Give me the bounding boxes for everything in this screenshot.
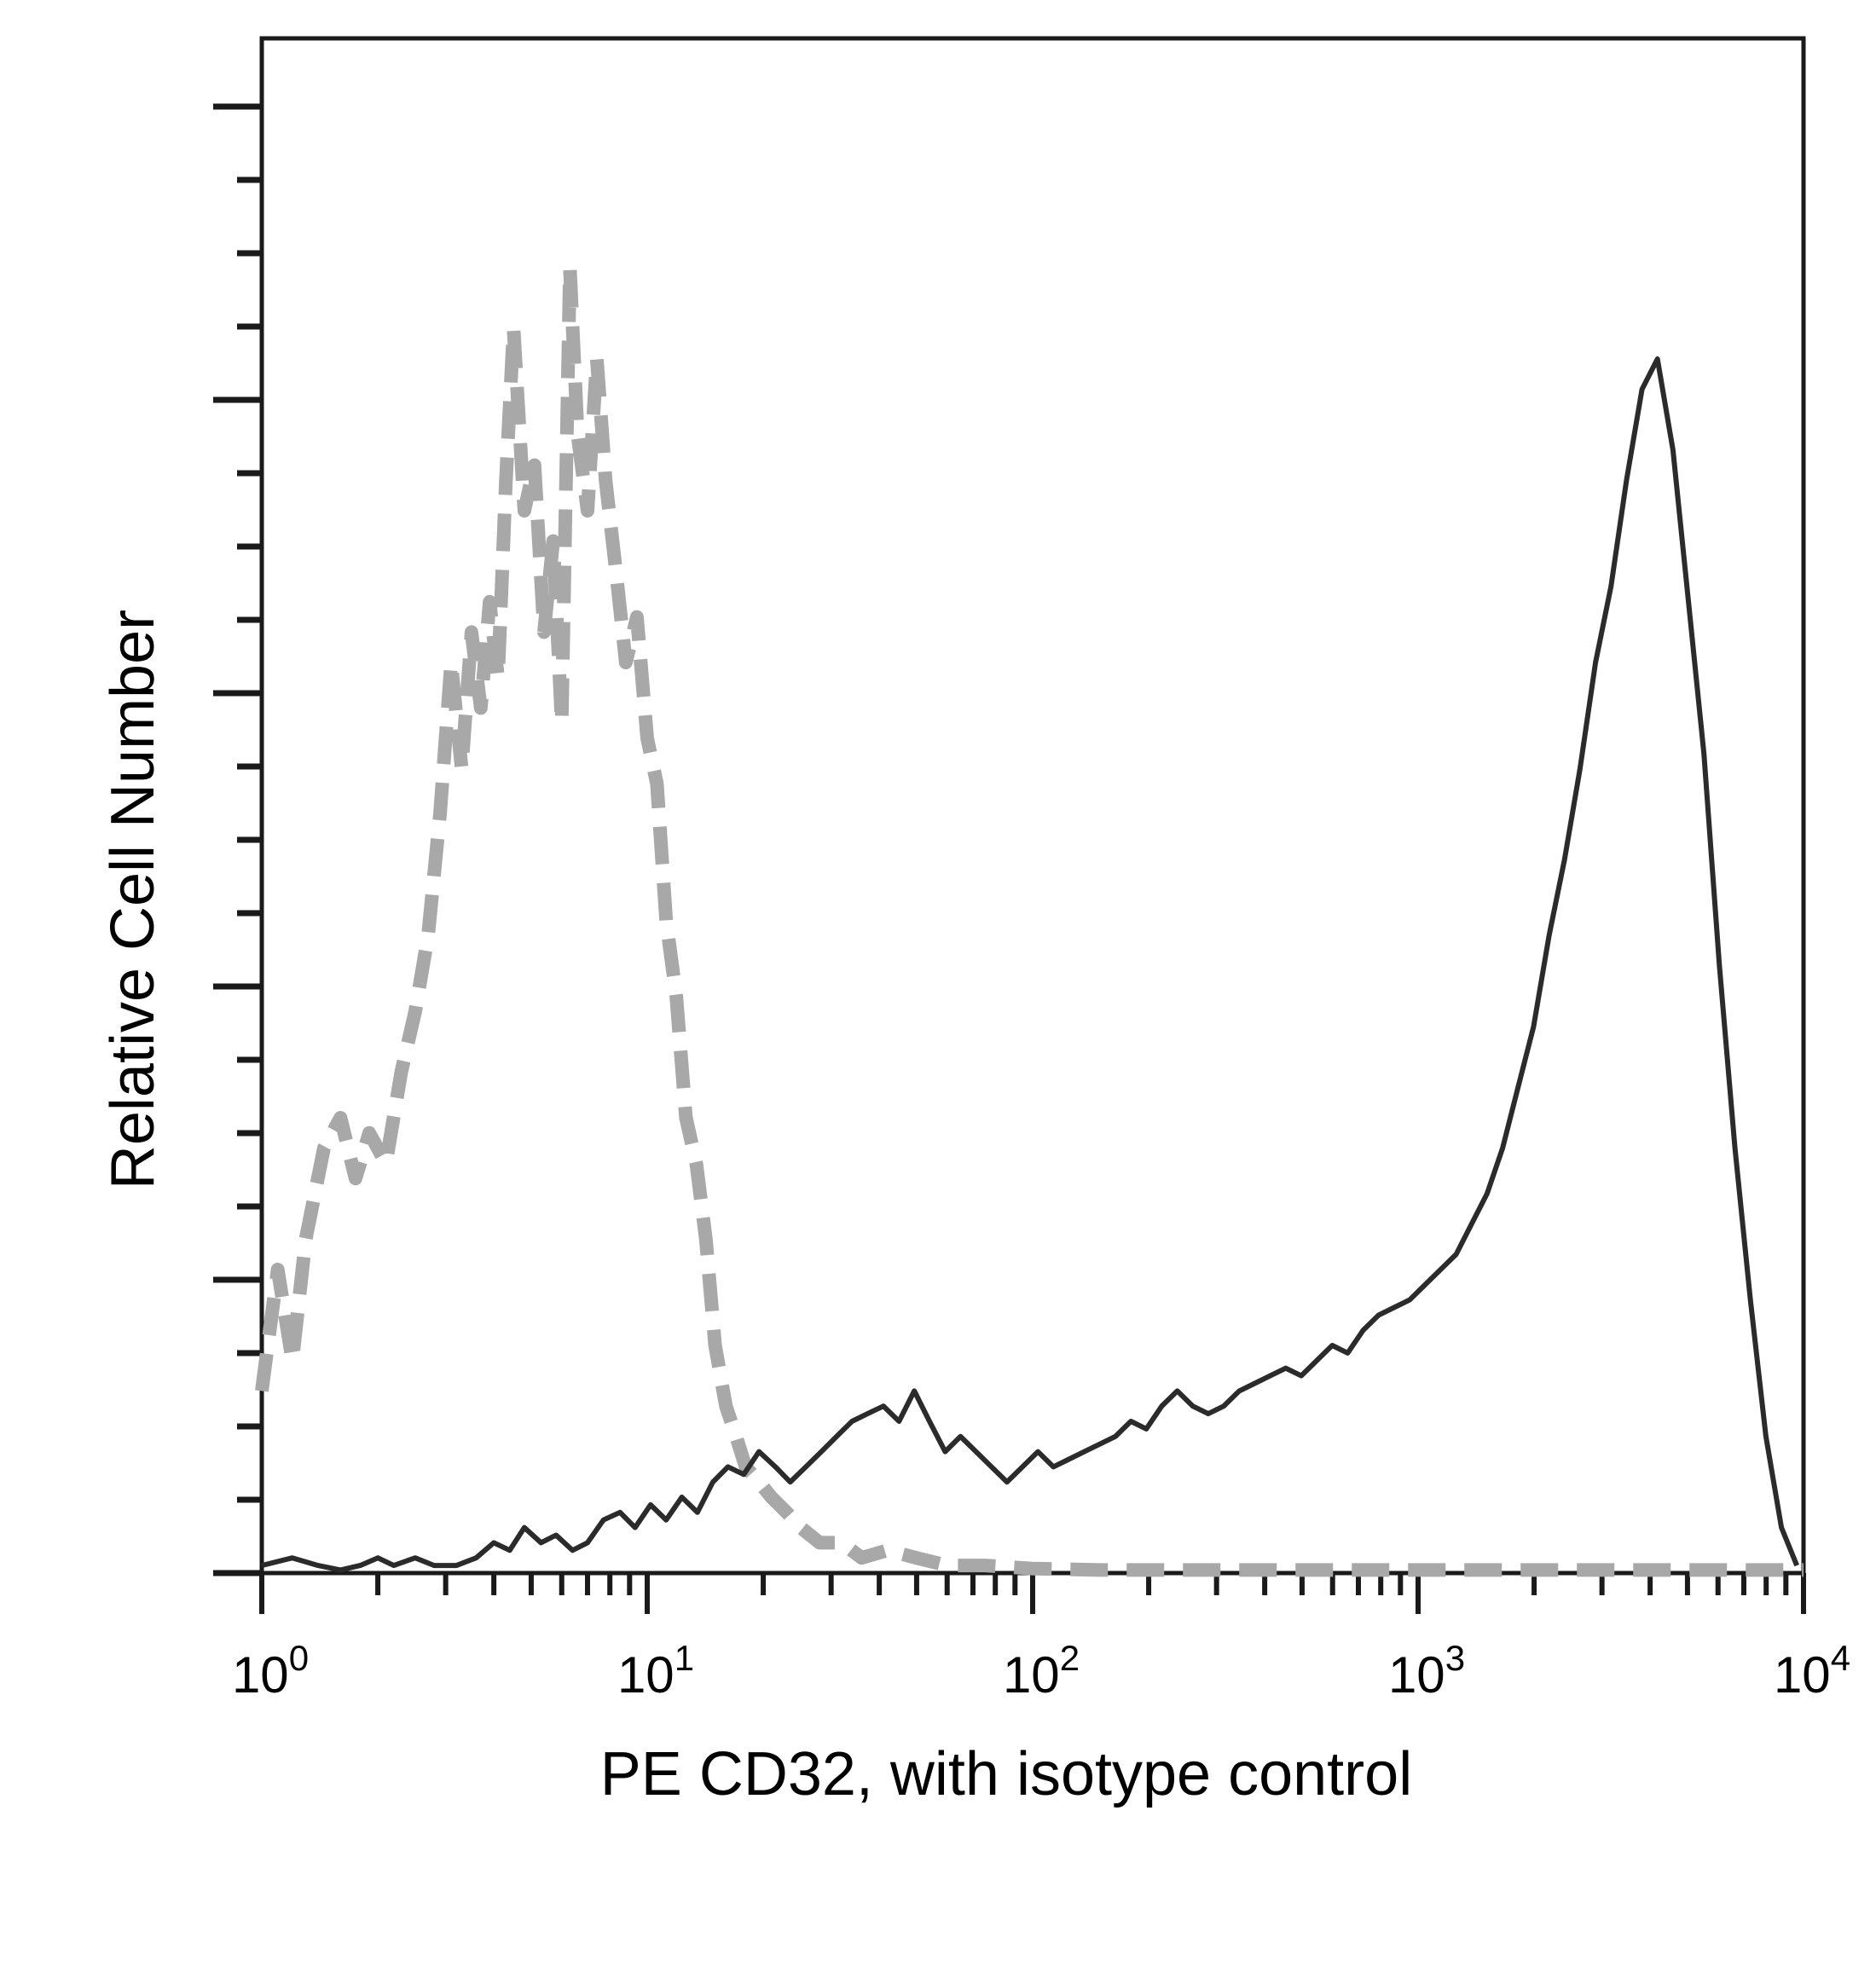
y-axis-label: Relative Cell Number: [99, 610, 167, 1189]
x-tick-label: 102: [1003, 1638, 1080, 1704]
x-tick-label: 103: [1388, 1638, 1465, 1704]
isotype-control-series-line: [255, 261, 1804, 1577]
x-axis-label: PE CD32, with isotype control: [600, 1740, 1412, 1808]
pe-cd32-series-line: [261, 356, 1799, 1573]
x-tick-label: 104: [1774, 1638, 1850, 1704]
x-axis-tick-labels: 100 101 102 103 104: [232, 1638, 1850, 1704]
x-tick-label: 100: [232, 1638, 309, 1704]
y-axis-ticks: [213, 103, 262, 1576]
series-layer: [255, 261, 1804, 1577]
x-axis-ticks: [259, 1573, 1806, 1614]
x-tick-label: 101: [617, 1638, 694, 1704]
